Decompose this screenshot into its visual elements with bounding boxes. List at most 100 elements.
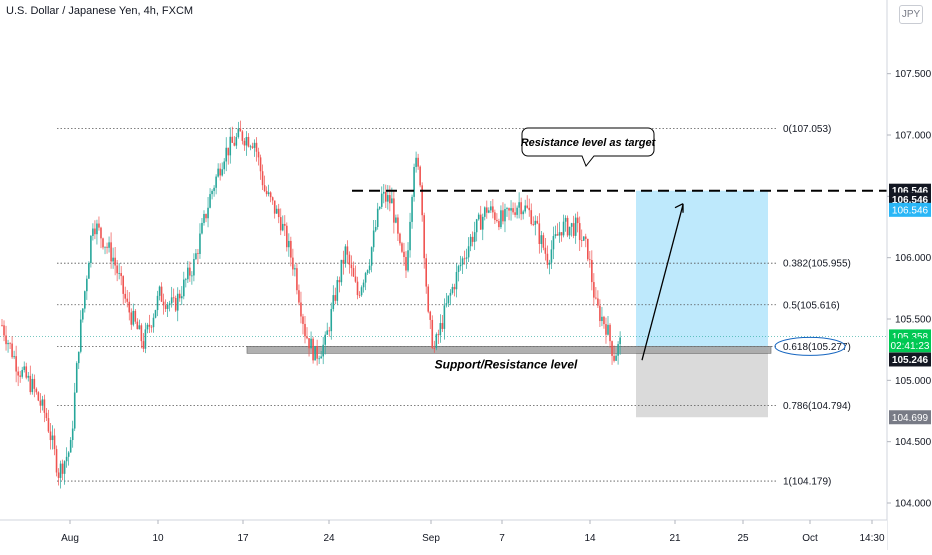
candle — [544, 238, 547, 261]
candle-body — [267, 192, 270, 195]
candle-body — [528, 207, 531, 211]
candle — [290, 236, 292, 267]
candle-body — [314, 346, 316, 361]
candle-body — [63, 461, 66, 474]
price-tag-text: 105.358 — [892, 332, 929, 343]
candle-body — [73, 392, 76, 429]
candle — [195, 248, 197, 260]
candle — [338, 276, 341, 293]
candle — [249, 144, 252, 151]
candle — [510, 200, 512, 221]
candle-body — [209, 194, 211, 208]
target-arrow[interactable] — [641, 204, 684, 361]
candle — [382, 184, 385, 204]
candle-body — [82, 308, 84, 320]
x-tick-label: 24 — [323, 533, 335, 544]
candle-body — [11, 343, 13, 358]
stop-zone[interactable] — [636, 350, 768, 418]
candle — [67, 451, 70, 466]
candle — [296, 263, 298, 295]
candle — [488, 207, 490, 214]
candle-body — [21, 369, 23, 377]
candle-body — [7, 342, 9, 345]
candle — [461, 256, 464, 274]
candle — [465, 248, 468, 269]
candle-body — [459, 264, 462, 267]
candle-body — [399, 233, 401, 244]
target-zone[interactable] — [636, 190, 768, 351]
candle-body — [496, 219, 498, 222]
candle — [374, 219, 377, 233]
candle-body — [178, 293, 181, 299]
fib-label-1: 1(104.179) — [783, 477, 831, 488]
candle — [532, 216, 535, 227]
candle — [350, 255, 353, 277]
candle — [100, 226, 102, 249]
candle — [298, 284, 300, 306]
candle — [310, 331, 312, 349]
support-zone[interactable] — [246, 346, 772, 354]
candle — [568, 226, 571, 240]
candle — [346, 240, 349, 264]
candle — [227, 147, 230, 165]
candle-body — [296, 268, 298, 291]
candle — [130, 308, 133, 330]
candle — [613, 345, 615, 363]
candle — [294, 264, 296, 277]
candle-body — [463, 258, 466, 260]
candle-body — [255, 142, 258, 152]
price-tags: 106.546106.546106.546105.35802:41:23105.… — [889, 183, 931, 425]
candle-body — [498, 221, 500, 228]
candle-body — [215, 176, 217, 188]
y-tick-label: 105.000 — [895, 376, 932, 387]
candle — [183, 271, 185, 300]
price-tag-green[interactable]: 02:41:23 — [889, 338, 931, 353]
candle-body — [134, 310, 137, 322]
candle — [441, 314, 444, 332]
candle-body — [205, 214, 207, 219]
candle — [435, 332, 438, 351]
candle-body — [294, 268, 296, 270]
fib-618-highlight[interactable] — [774, 336, 846, 356]
candle-body — [128, 301, 131, 313]
candle-body — [213, 187, 215, 191]
price-tag-gray[interactable]: 104.699 — [889, 410, 931, 425]
candle-body — [570, 223, 573, 227]
candle — [27, 371, 30, 382]
candle-body — [185, 279, 187, 281]
candle — [140, 323, 143, 349]
candle-body — [160, 286, 163, 302]
price-tag-blue[interactable]: 106.546 — [889, 202, 931, 217]
candle-body — [124, 293, 127, 299]
price-axis: 107.500107.000106.500106.000105.500105.0… — [886, 0, 932, 550]
candle — [152, 313, 155, 333]
candle-body — [245, 136, 248, 146]
candle-body — [33, 378, 36, 389]
candle-body — [411, 196, 413, 222]
candle — [134, 309, 137, 324]
candle-body — [514, 212, 516, 215]
candle — [314, 345, 316, 361]
candle-body — [286, 225, 288, 248]
candle — [340, 259, 343, 286]
currency-badge[interactable]: JPY — [899, 5, 923, 24]
candle — [451, 283, 454, 295]
x-tick-label: Sep — [422, 533, 440, 544]
resistance-callout[interactable]: Resistance level as target — [521, 127, 657, 167]
candle — [417, 153, 419, 170]
price-tag-dark[interactable]: 105.246 — [889, 352, 931, 367]
candle-body — [61, 463, 64, 474]
candle — [475, 218, 478, 242]
candle-body — [378, 206, 381, 209]
candle-body — [613, 355, 615, 361]
price-tag-bg — [889, 410, 931, 425]
candle — [172, 288, 175, 303]
candle-body — [584, 236, 587, 239]
candle — [385, 184, 387, 208]
candle-body — [374, 226, 377, 231]
candle — [124, 286, 127, 303]
fib-label-0: 0(107.053) — [783, 124, 831, 135]
candle-body — [405, 257, 407, 271]
